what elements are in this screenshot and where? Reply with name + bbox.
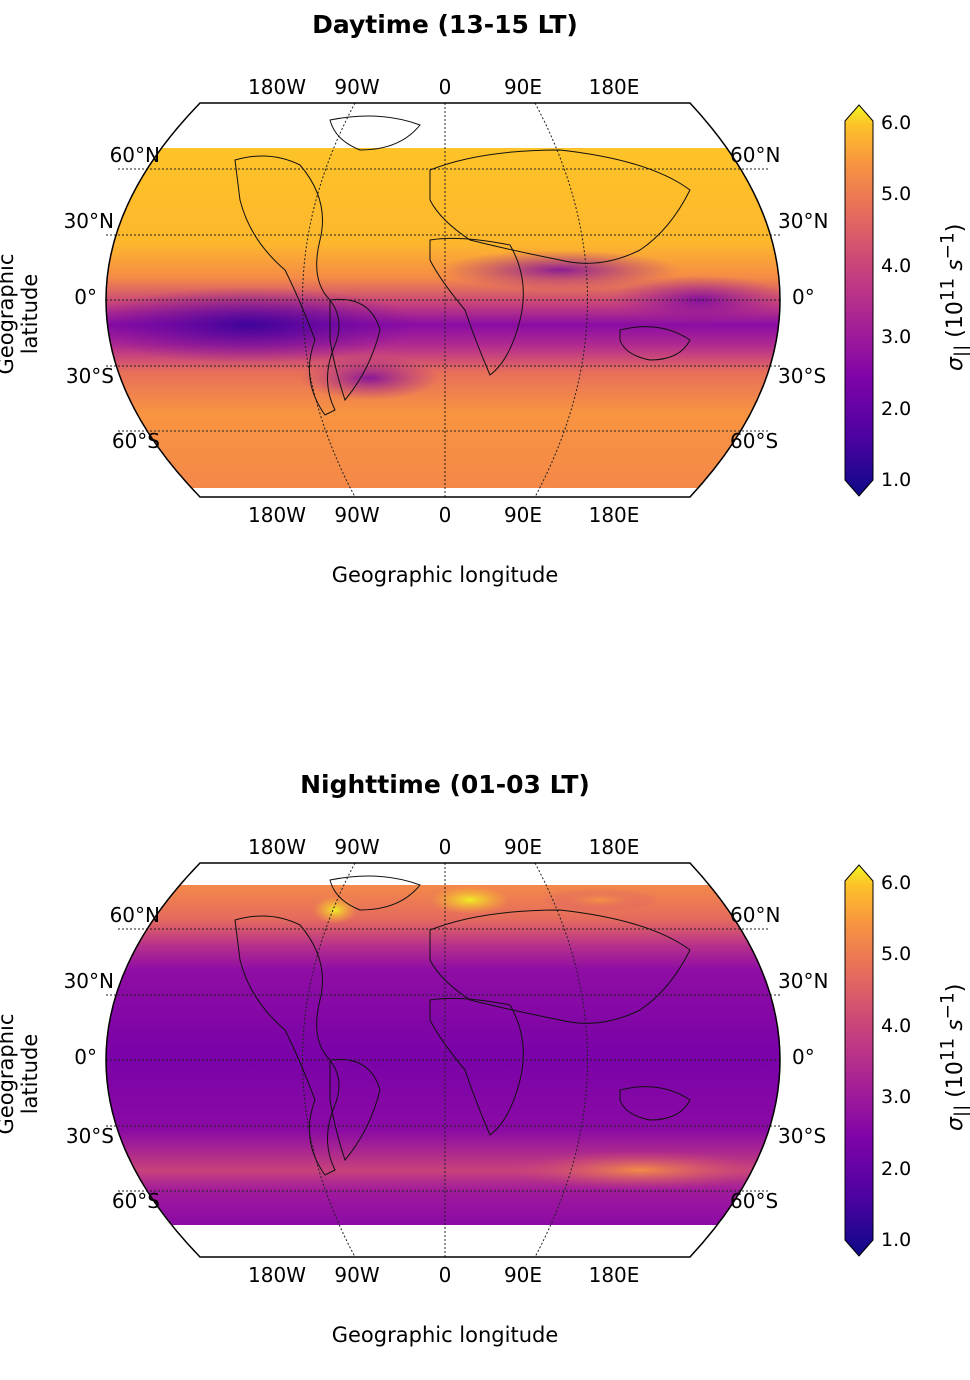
lon-tick-top: 0 [438, 75, 452, 99]
lat-tick-left: 60°S [111, 429, 160, 453]
low-conductivity-region [300, 356, 440, 400]
colorbar-tick: 4.0 [881, 1015, 912, 1037]
lat-tick-left: 0° [74, 1045, 97, 1069]
nighttime-map [105, 862, 781, 1258]
colorbar-tick: 2.0 [881, 398, 912, 420]
lat-tick-right: 30°N [778, 969, 829, 993]
lat-tick-right: 60°S [730, 429, 779, 453]
colorbar-label: σ|| (1011 s−1) [937, 223, 970, 372]
daytime-panel: Daytime (13-15 LT) [0, 0, 970, 620]
lon-tick-bottom: 90E [503, 503, 543, 527]
map-boundary [105, 102, 781, 498]
high-conductivity-region [540, 888, 660, 912]
nighttime-panel: Nighttime (01-03 LT) [0, 760, 970, 1380]
colorbar-label: σ|| (1011 s−1) [937, 983, 970, 1132]
lat-tick-left: 60°N [109, 903, 160, 927]
colorbar-tick: 4.0 [881, 255, 912, 277]
y-axis-label: Geographic latitude [0, 1013, 42, 1135]
lon-tick-top: 180E [588, 75, 640, 99]
lat-tick-left: 30°S [65, 364, 114, 388]
lon-tick-top: 90W [334, 835, 380, 859]
panel-title: Nighttime (01-03 LT) [300, 770, 590, 799]
lon-tick-top: 90W [334, 75, 380, 99]
lon-tick-top: 180E [588, 835, 640, 859]
lon-tick-bottom: 90E [503, 1263, 543, 1287]
lat-tick-left: 30°S [65, 1124, 114, 1148]
lat-tick-right: 0° [792, 1045, 815, 1069]
colorbar-tick: 3.0 [881, 1086, 912, 1108]
lat-tick-right: 30°S [778, 364, 827, 388]
high-conductivity-region [313, 896, 357, 924]
colorbar-tick: 6.0 [881, 872, 912, 894]
colorbar [844, 864, 874, 1257]
lat-tick-left: 30°N [63, 969, 114, 993]
lat-tick-left: 0° [74, 285, 97, 309]
high-conductivity-region [510, 1150, 770, 1190]
x-axis-label: Geographic longitude [331, 1323, 559, 1347]
lat-tick-left: 60°S [111, 1189, 160, 1213]
colorbar-tick: 5.0 [881, 183, 912, 205]
lat-tick-right: 30°S [778, 1124, 827, 1148]
lon-tick-bottom: 180E [588, 1263, 640, 1287]
map-boundary [105, 862, 781, 1258]
lat-tick-right: 30°N [778, 209, 829, 233]
colorbar-tick: 5.0 [881, 943, 912, 965]
lat-tick-right: 60°S [730, 1189, 779, 1213]
colorbar-tick: 2.0 [881, 1158, 912, 1180]
lat-tick-right: 60°N [730, 143, 781, 167]
lon-tick-top: 180W [248, 75, 306, 99]
lon-tick-bottom: 0 [438, 1263, 452, 1287]
colorbar-tick: 3.0 [881, 326, 912, 348]
x-axis-label: Geographic longitude [331, 563, 559, 587]
lat-tick-left: 30°N [63, 209, 114, 233]
coastlines [234, 875, 691, 1176]
low-conductivity-region [440, 250, 680, 290]
y-axis-label: Geographic latitude [0, 253, 42, 375]
coastlines [234, 115, 691, 416]
graticule [106, 102, 780, 498]
low-conductivity-region [106, 287, 420, 363]
panel-title: Daytime (13-15 LT) [312, 10, 578, 39]
colorbar-tick: 1.0 [881, 1229, 912, 1251]
graticule [106, 862, 780, 1258]
lat-tick-left: 60°N [109, 143, 160, 167]
lon-tick-top: 90E [503, 75, 543, 99]
colorbar [844, 104, 874, 497]
lon-tick-bottom: 180W [248, 503, 306, 527]
high-conductivity-region [430, 886, 510, 914]
lon-tick-bottom: 0 [438, 503, 452, 527]
lat-tick-right: 60°N [730, 903, 781, 927]
lat-tick-right: 0° [792, 285, 815, 309]
colorbar-tick: 6.0 [881, 112, 912, 134]
lon-tick-bottom: 180E [588, 503, 640, 527]
lon-tick-top: 180W [248, 835, 306, 859]
lon-tick-top: 0 [438, 835, 452, 859]
lon-tick-top: 90E [503, 835, 543, 859]
lon-tick-bottom: 180W [248, 1263, 306, 1287]
daytime-map [105, 102, 781, 498]
colorbar-tick: 1.0 [881, 469, 912, 491]
lon-tick-bottom: 90W [334, 503, 380, 527]
lon-tick-bottom: 90W [334, 1263, 380, 1287]
